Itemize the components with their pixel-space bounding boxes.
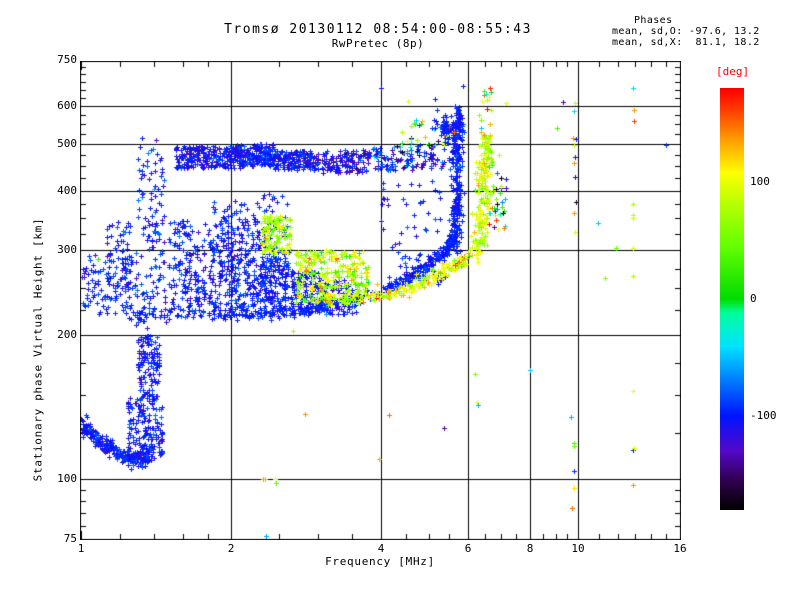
x-tick-label: 6: [464, 542, 472, 555]
y-tick-label: 300: [57, 243, 77, 256]
colorbar-tick-label: 0: [750, 292, 757, 305]
x-tick-label: 8: [526, 542, 534, 555]
phase-stats-o-mode: mean, sd,O: -97.6, 13.2: [612, 26, 760, 37]
plot-area: [80, 61, 681, 540]
y-tick-label: 100: [57, 472, 77, 485]
colorbar-tick-label: 100: [750, 175, 770, 188]
scatter-plot-canvas: [80, 61, 681, 540]
x-tick-label: 2: [227, 542, 235, 555]
y-axis-title: Stationary phase Virtual Height [km]: [31, 217, 45, 482]
y-tick-label: 75: [63, 532, 77, 545]
x-tick-label: 16: [673, 542, 687, 555]
y-tick-label: 200: [57, 328, 77, 341]
colorbar-canvas: [720, 88, 744, 510]
x-tick-label: 4: [377, 542, 385, 555]
phase-stats-x-mode: mean, sd,X: 81.1, 18.2: [612, 37, 760, 48]
x-axis-title: Frequency [MHz]: [325, 555, 435, 568]
y-tick-label: 750: [57, 53, 77, 66]
plot-title: Tromsø 20130112 08:54:00-08:55:43: [224, 22, 532, 37]
phase-stats-heading: Phases: [634, 15, 673, 26]
colorbar-unit-label: [deg]: [716, 65, 750, 78]
colorbar-tick-label: -100: [750, 409, 777, 422]
y-tick-label: 600: [57, 99, 77, 112]
x-tick-label: 1: [77, 542, 85, 555]
y-tick-label: 400: [57, 184, 77, 197]
plot-subtitle: RwPretec (8p): [331, 37, 425, 50]
y-tick-label: 500: [57, 137, 77, 150]
x-tick-label: 10: [571, 542, 585, 555]
